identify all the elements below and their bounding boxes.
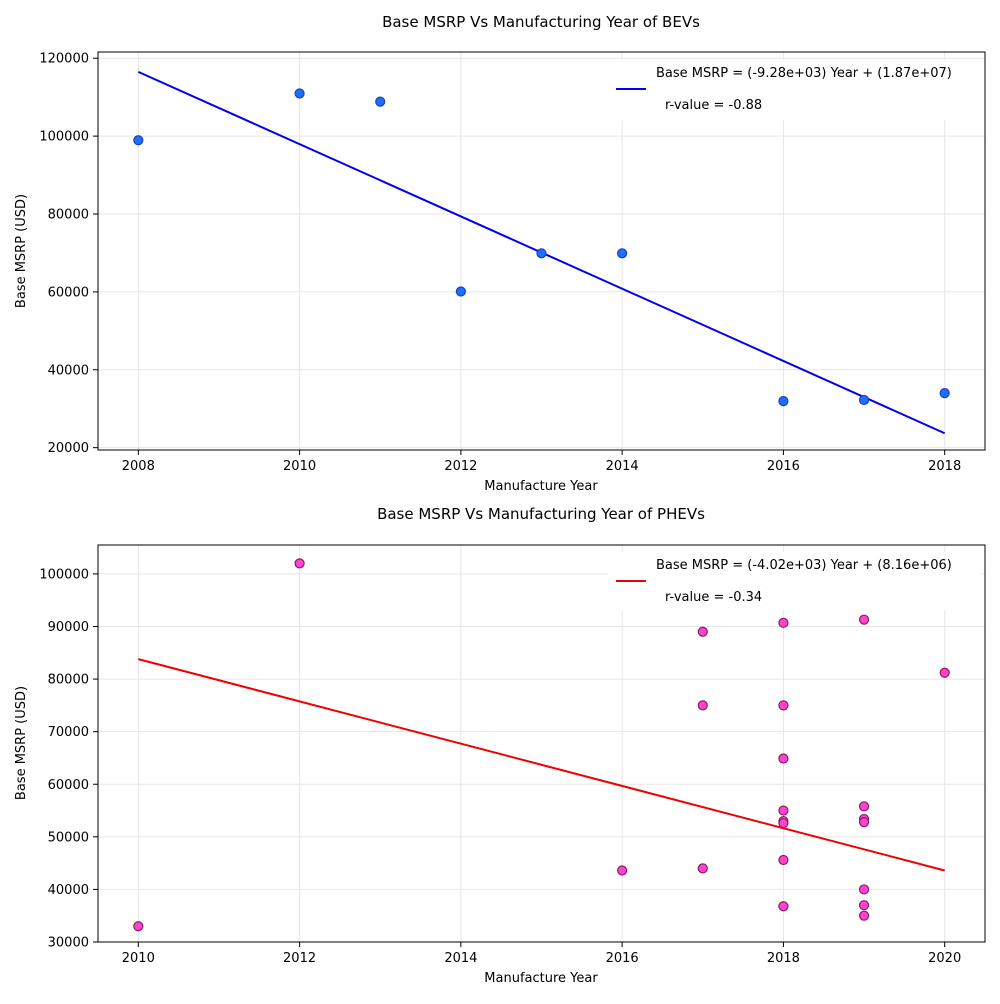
legend-r-value: r-value = -0.88 <box>665 98 762 113</box>
legend-fit-label: Base MSRP = (-9.28e+03) Year + (1.87e+07… <box>656 66 952 81</box>
data-point <box>858 900 870 911</box>
data-point <box>858 817 870 828</box>
data-point <box>858 614 870 625</box>
y-tick-label: 20000 <box>48 441 89 456</box>
data-point <box>536 248 547 259</box>
data-point <box>858 394 870 406</box>
x-ticks: 2010 2012 2014 2016 2018 2020 <box>122 942 961 966</box>
data-point <box>697 700 708 711</box>
y-ticks: 20000 40000 60000 80000 100000 120000 <box>39 52 98 456</box>
data-point <box>858 884 870 895</box>
data-point <box>617 865 628 876</box>
data-point <box>133 921 144 932</box>
x-tick-label: 2014 <box>444 951 477 966</box>
fit-line-group <box>138 658 945 872</box>
x-tick-label: 2012 <box>444 459 477 474</box>
phev-chart: Base MSRP Vs Manufacturing Year of PHEVs… <box>14 505 986 986</box>
y-axis-label: Base MSRP (USD) <box>14 194 29 308</box>
y-tick-label: 100000 <box>39 567 89 582</box>
x-tick-label: 2010 <box>122 951 155 966</box>
x-tick-label: 2016 <box>606 951 639 966</box>
data-point <box>778 617 789 628</box>
legend-fit-label: Base MSRP = (-4.02e+03) Year + (8.16e+06… <box>656 558 952 573</box>
x-tick-label: 2010 <box>283 459 316 474</box>
x-tick-label: 2016 <box>767 459 800 474</box>
legend-box <box>608 552 980 610</box>
y-tick-label: 60000 <box>48 285 89 300</box>
data-point <box>778 818 789 829</box>
y-tick-label: 40000 <box>48 363 89 378</box>
y-tick-label: 100000 <box>39 130 89 145</box>
data-point <box>778 854 789 866</box>
x-ticks: 2008 2010 2012 2014 2016 2018 <box>122 450 961 474</box>
y-tick-label: 80000 <box>48 208 89 223</box>
legend: Base MSRP = (-9.28e+03) Year + (1.87e+07… <box>608 60 980 120</box>
data-point <box>133 135 144 146</box>
x-tick-label: 2014 <box>606 459 639 474</box>
y-tick-label: 70000 <box>48 725 89 740</box>
plot-frame <box>97 51 986 451</box>
y-tick-label: 50000 <box>48 830 89 845</box>
chart-title: Base MSRP Vs Manufacturing Year of PHEVs <box>377 505 705 523</box>
x-axis-label: Manufacture Year <box>484 971 598 986</box>
y-tick-label: 90000 <box>48 620 89 635</box>
data-point <box>697 626 708 637</box>
data-point <box>778 700 789 711</box>
data-point <box>778 901 789 912</box>
data-point <box>697 863 708 874</box>
data-point <box>294 88 305 99</box>
data-point <box>858 910 870 921</box>
legend-box <box>608 60 980 120</box>
plot-frame <box>97 544 986 943</box>
y-tick-label: 60000 <box>48 778 89 793</box>
y-axis-label: Base MSRP (USD) <box>14 686 29 800</box>
x-tick-label: 2008 <box>122 459 155 474</box>
legend-r-value: r-value = -0.34 <box>665 590 762 605</box>
y-tick-label: 80000 <box>48 673 89 688</box>
data-point <box>939 667 950 678</box>
legend: Base MSRP = (-4.02e+03) Year + (8.16e+06… <box>608 552 980 610</box>
data-point <box>455 286 466 297</box>
fit-line <box>138 658 945 872</box>
points-group <box>133 88 950 407</box>
y-tick-label: 120000 <box>39 52 89 67</box>
data-point <box>375 96 386 107</box>
y-ticks: 30000 40000 50000 60000 70000 80000 90000 10000… <box>39 567 98 951</box>
x-axis-label: Manufacture Year <box>484 479 598 494</box>
x-tick-label: 2018 <box>928 459 961 474</box>
data-point <box>617 248 628 259</box>
data-point <box>939 388 950 399</box>
data-point <box>778 396 789 407</box>
x-tick-label: 2018 <box>767 951 800 966</box>
chart-title: Base MSRP Vs Manufacturing Year of BEVs <box>382 13 700 31</box>
data-point <box>778 805 789 816</box>
data-point <box>858 801 870 812</box>
y-tick-label: 40000 <box>48 883 89 898</box>
x-tick-label: 2020 <box>928 951 961 966</box>
x-tick-label: 2012 <box>283 951 316 966</box>
bev-chart: Base MSRP Vs Manufacturing Year of BEVs … <box>14 13 986 494</box>
data-point <box>778 753 789 764</box>
y-tick-label: 30000 <box>48 936 89 951</box>
data-point <box>294 558 305 569</box>
points-group <box>133 558 950 932</box>
